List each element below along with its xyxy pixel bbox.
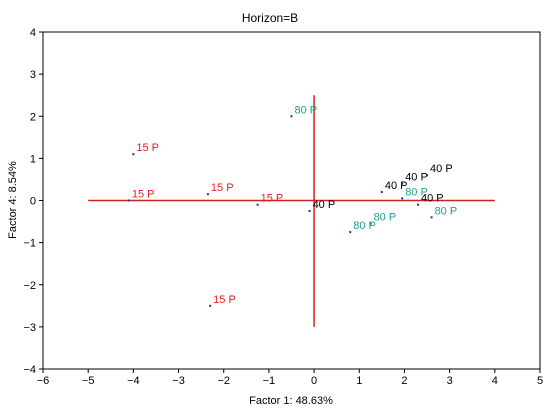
x-tick-label: 1 — [356, 375, 362, 387]
y-tick-label: −4 — [23, 364, 36, 376]
data-point-label: 15 P — [261, 193, 284, 205]
x-tick-label: −1 — [263, 375, 276, 387]
y-tick-label: −2 — [23, 280, 36, 292]
data-point — [426, 174, 429, 177]
x-tick-label: −2 — [217, 375, 230, 387]
data-point — [417, 203, 420, 206]
data-point — [206, 193, 209, 196]
data-point — [290, 115, 293, 118]
data-point-label: 40 P — [430, 163, 453, 175]
data-points: 15 P15 P15 P15 P15 P80 P40 P40 P40 P40 P… — [127, 104, 458, 307]
x-tick-label: 2 — [401, 375, 407, 387]
data-point — [209, 304, 212, 307]
data-point-label: 80 P — [435, 205, 458, 217]
data-point — [127, 199, 130, 202]
y-tick-label: −1 — [23, 238, 36, 250]
x-tick-label: −5 — [82, 375, 95, 387]
data-point-label: 40 P — [385, 180, 408, 192]
y-axis-label: Factor 4: 8.54% — [7, 161, 19, 239]
y-tick-label: −3 — [23, 322, 36, 334]
data-point-label: 15 P — [211, 182, 234, 194]
data-point — [349, 231, 352, 234]
data-point — [401, 197, 404, 200]
x-tick-label: −4 — [127, 375, 140, 387]
x-axis-label: Factor 1: 48.63% — [249, 395, 333, 407]
data-point-label: 80 P — [295, 104, 318, 116]
data-point — [430, 216, 433, 219]
x-tick-label: −6 — [37, 375, 50, 387]
y-tick-label: 0 — [30, 196, 36, 208]
data-point — [380, 191, 383, 194]
x-tick-label: 5 — [537, 375, 543, 387]
y-tick-label: 2 — [30, 111, 36, 123]
data-point — [369, 222, 372, 225]
reference-lines — [88, 95, 495, 327]
x-axis-ticks: −6 −5 −4 −3 −2 −1 0 1 2 3 4 5 — [37, 369, 543, 387]
y-tick-label: 4 — [30, 27, 36, 39]
data-point-label: 80 P — [353, 220, 376, 232]
y-tick-label: 1 — [30, 153, 36, 165]
data-point-label: 15 P — [213, 294, 236, 306]
data-point-label: 80 P — [374, 212, 397, 224]
data-point — [132, 153, 135, 156]
data-point-label: 15 P — [132, 189, 155, 201]
data-point — [401, 182, 404, 185]
data-point-label: 15 P — [136, 142, 159, 154]
data-point-label: 80 P — [405, 186, 428, 198]
data-point — [256, 203, 259, 206]
y-axis-ticks: −4 −3 −2 −1 0 1 2 3 4 — [23, 27, 43, 376]
x-tick-label: 0 — [311, 375, 317, 387]
data-point-label: 40 P — [421, 193, 444, 205]
data-point-label: 40 P — [405, 172, 428, 184]
data-point-label: 40 P — [313, 199, 336, 211]
x-tick-label: 4 — [492, 375, 498, 387]
data-point — [308, 210, 311, 213]
chart-title: Horizon=B — [242, 11, 298, 25]
x-tick-label: −3 — [172, 375, 185, 387]
y-tick-label: 3 — [30, 69, 36, 81]
x-tick-label: 3 — [447, 375, 453, 387]
